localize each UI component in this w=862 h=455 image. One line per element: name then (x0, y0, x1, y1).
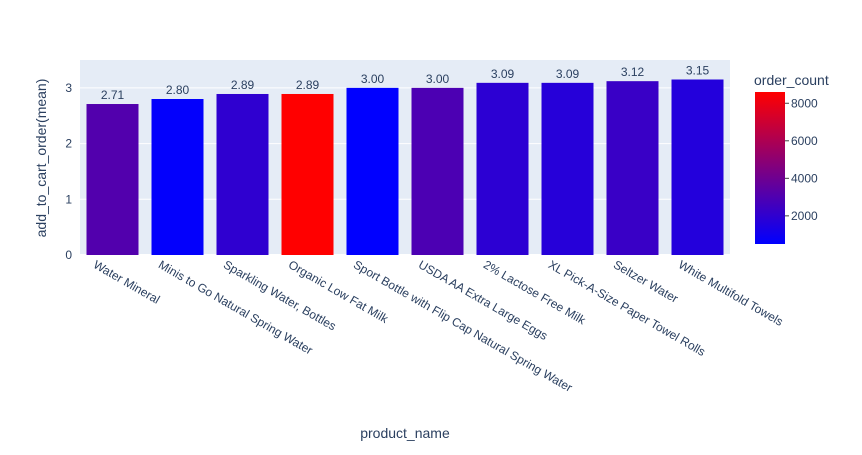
bar-value-label: 3.15 (686, 64, 710, 78)
y-tick-label: 2 (65, 137, 72, 151)
bar[interactable] (606, 81, 659, 256)
y-tick-label: 0 (65, 248, 72, 262)
bar-value-label: 3.09 (556, 67, 580, 81)
bar[interactable] (281, 93, 334, 255)
colorbar-tick-label: 4000 (791, 171, 818, 185)
colorbar-tick-label: 2000 (791, 209, 818, 223)
colorbar-tick-label: 6000 (791, 134, 818, 148)
bar[interactable] (476, 82, 529, 255)
y-axis-title: add_to_cart_order(mean) (33, 79, 49, 238)
bar-value-label: 2.80 (166, 83, 190, 97)
y-tick-label: 3 (65, 81, 72, 95)
x-tick-label: Sparkling Water, Bottles (221, 257, 339, 333)
bar-value-label: 2.89 (231, 78, 255, 92)
bar[interactable] (541, 82, 594, 255)
x-tick-label: White Multifold Towels (676, 257, 786, 328)
y-tick-label: 1 (65, 192, 72, 206)
colorbar-ticks: 2000 4000 6000 8000 (785, 96, 818, 223)
bars (86, 79, 724, 256)
bar-value-label: 3.09 (491, 67, 515, 81)
value-labels: 2.71 2.80 2.89 2.89 3.00 3.00 3.09 3.09 3.12 3.15 (101, 64, 710, 103)
bar[interactable] (86, 104, 139, 255)
bar[interactable] (151, 99, 204, 255)
x-tick-label: Water Mineral (91, 257, 162, 306)
bar[interactable] (411, 87, 464, 255)
colorbar-title: order_count (754, 72, 829, 88)
y-tick-labels: 0 1 2 3 (65, 81, 72, 262)
bar[interactable] (671, 79, 724, 256)
colorbar-tick-label: 8000 (791, 96, 818, 110)
bar-value-label: 3.12 (621, 65, 645, 79)
bar-value-label: 3.00 (361, 72, 385, 86)
bar[interactable] (216, 93, 269, 255)
bar-value-label: 3.00 (426, 72, 450, 86)
x-axis-title: product_name (360, 425, 450, 441)
colorbar (755, 92, 785, 244)
bar-value-label: 2.71 (101, 88, 125, 102)
bar[interactable] (346, 87, 399, 255)
bar-value-label: 2.89 (296, 78, 320, 92)
